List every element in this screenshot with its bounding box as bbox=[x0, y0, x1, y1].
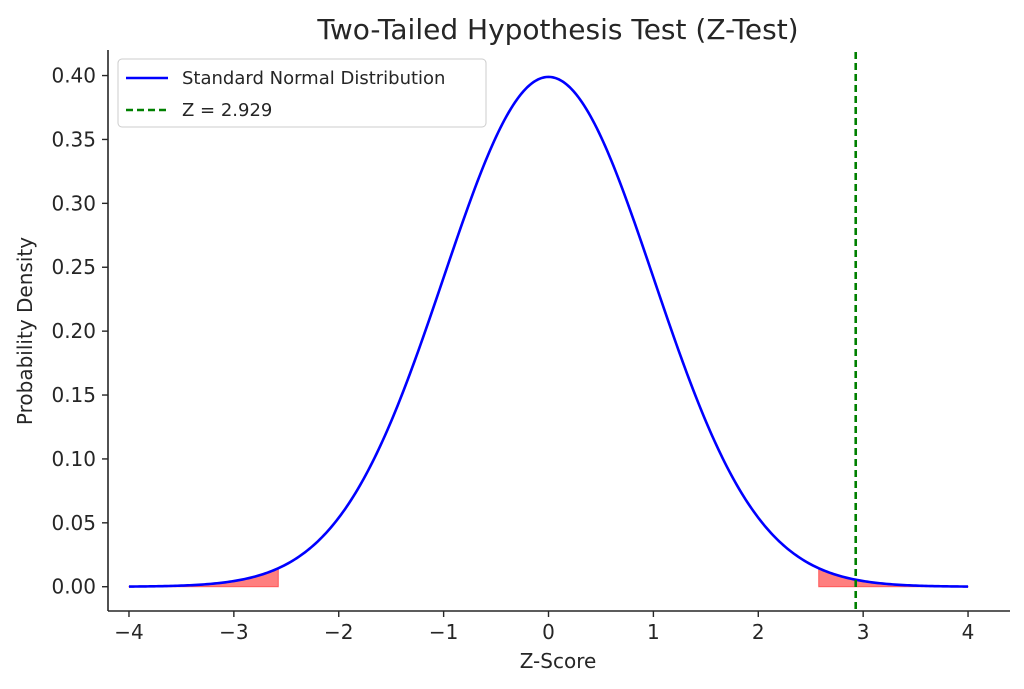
y-tick-label: 0.40 bbox=[51, 64, 96, 88]
x-tick-label: 2 bbox=[752, 620, 765, 644]
legend-box bbox=[117, 58, 487, 128]
x-tick-label: 1 bbox=[647, 620, 660, 644]
x-tick-label: −1 bbox=[429, 620, 458, 644]
x-tick-label: −4 bbox=[114, 620, 143, 644]
legend: Standard Normal Distribution Z = 2.929 bbox=[117, 58, 487, 128]
x-tick-label: 0 bbox=[542, 620, 555, 644]
y-axis-ticks: 0.00 0.05 0.10 0.15 0.20 0.25 0.30 0.35 0.40 bbox=[51, 64, 108, 599]
y-tick-label: 0.25 bbox=[51, 255, 96, 279]
y-tick-label: 0.35 bbox=[51, 127, 96, 151]
chart-title: Two-Tailed Hypothesis Test (Z-Test) bbox=[316, 13, 798, 46]
x-tick-label: 3 bbox=[857, 620, 870, 644]
x-tick-label: −2 bbox=[324, 620, 353, 644]
y-tick-label: 0.15 bbox=[51, 383, 96, 407]
x-tick-label: 4 bbox=[962, 620, 975, 644]
y-axis-label: Probability Density bbox=[13, 237, 37, 425]
y-tick-label: 0.30 bbox=[51, 191, 96, 215]
x-axis-ticks: −4 −3 −2 −1 0 1 2 3 4 bbox=[114, 611, 974, 644]
x-axis-label: Z-Score bbox=[520, 649, 597, 673]
normal-distribution-curve bbox=[128, 75, 969, 588]
x-tick-label: −3 bbox=[219, 620, 248, 644]
y-tick-label: 0.10 bbox=[51, 447, 96, 471]
legend-label-normal: Standard Normal Distribution bbox=[182, 68, 445, 89]
legend-label-z: Z = 2.929 bbox=[182, 100, 272, 121]
y-tick-label: 0.05 bbox=[51, 511, 96, 535]
y-tick-label: 0.20 bbox=[51, 319, 96, 343]
y-tick-label: 0.00 bbox=[51, 575, 96, 599]
plot-area bbox=[128, 52, 969, 611]
